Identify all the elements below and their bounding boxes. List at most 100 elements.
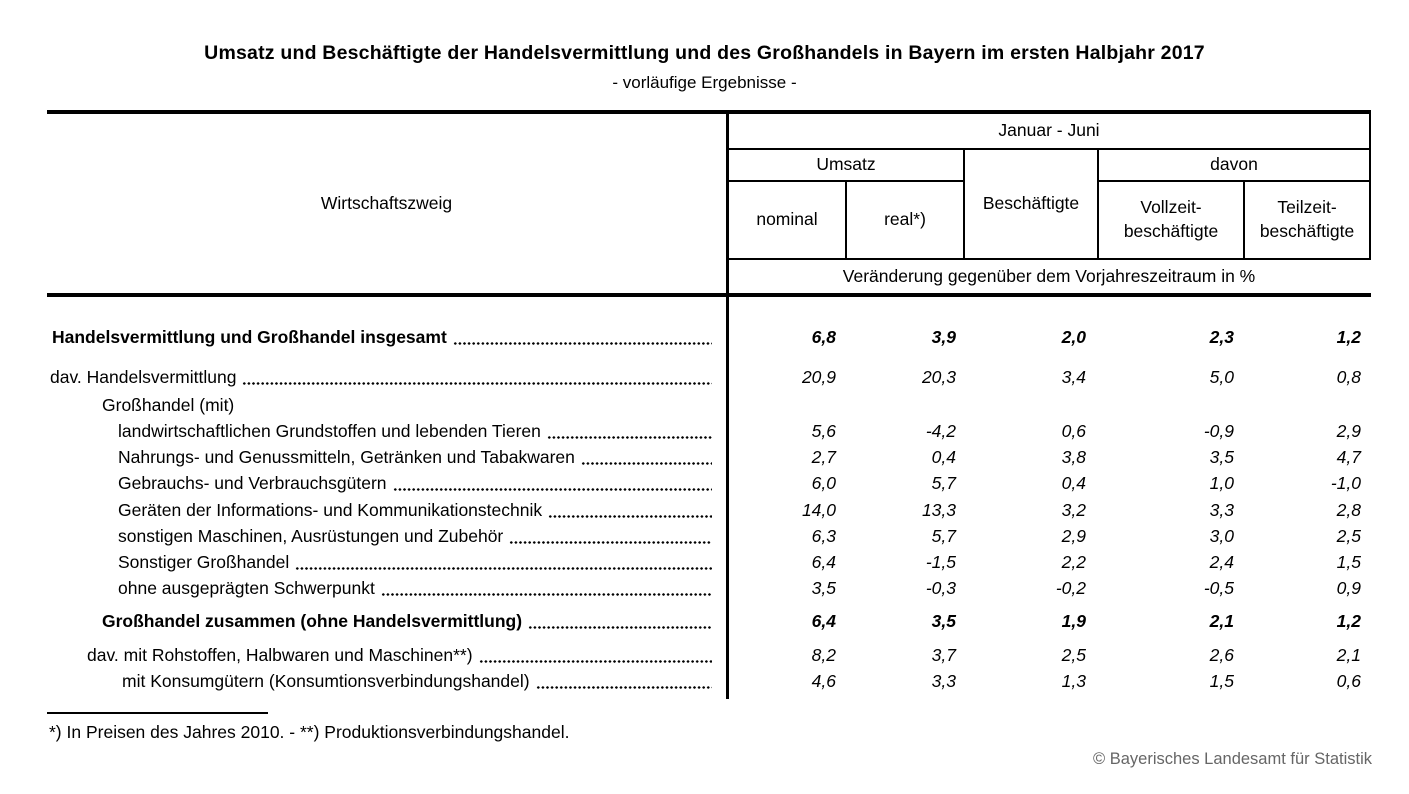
header-real: real*) <box>884 209 926 230</box>
value-beschaeftigte: 2,2 <box>1061 552 1086 572</box>
dot-leader <box>580 462 712 465</box>
statistics-table: Wirtschaftszweig Januar - Juni Umsatz Be… <box>47 110 1371 700</box>
value-nominal: 2,7 <box>811 447 836 467</box>
value-nominal: 6,3 <box>811 526 836 546</box>
rule-umsatz-beschaeftigte <box>963 148 965 260</box>
table-row: sonstigen Maschinen, Ausrüstungen und Zu… <box>47 523 1371 550</box>
value-beschaeftigte: 2,9 <box>1061 526 1086 546</box>
rule-under-period <box>726 148 1371 150</box>
header-januar-juni: Januar - Juni <box>998 120 1100 141</box>
dot-leader <box>509 541 712 544</box>
table-row: Großhandel zusammen (ohne Handelsvermitt… <box>47 608 1371 635</box>
value-vollzeitbeschaeftigte: -0,9 <box>1203 421 1234 441</box>
row-label: Großhandel (mit) <box>102 395 235 415</box>
dot-leader <box>546 436 712 439</box>
dot-leader <box>452 342 712 345</box>
rule-vollzeit-teilzeit <box>1243 180 1245 260</box>
value-real: 3,3 <box>931 671 956 691</box>
dot-leader <box>535 686 712 689</box>
rule-under-columns <box>726 258 1371 260</box>
value-real: 0,4 <box>931 447 956 467</box>
stub-divider-rule <box>726 110 729 699</box>
value-teilzeitbeschaeftigte: 0,9 <box>1336 578 1361 598</box>
row-label: Sonstiger Großhandel <box>118 552 290 572</box>
dot-leader <box>548 515 712 518</box>
table-row: mit Konsumgütern (Konsumtionsverbindungs… <box>47 668 1371 695</box>
value-real: 20,3 <box>921 367 956 387</box>
value-teilzeitbeschaeftigte: 1,2 <box>1336 611 1361 631</box>
header-teilzeitbeschaeftigte: Teilzeit- beschäftigte <box>1245 182 1369 258</box>
value-beschaeftigte: 0,6 <box>1061 421 1086 441</box>
value-real: 3,9 <box>931 327 956 347</box>
table-row: Geräten der Informations- und Kommunikat… <box>47 497 1371 524</box>
value-nominal: 8,2 <box>811 645 836 665</box>
value-nominal: 5,6 <box>811 421 836 441</box>
value-nominal: 4,6 <box>811 671 836 691</box>
table-row: Gebrauchs- und Verbrauchsgütern 6,0 5,7 … <box>47 470 1371 497</box>
row-label: mit Konsumgütern (Konsumtionsverbindungs… <box>122 671 530 691</box>
header-bottom-rule <box>47 293 1371 297</box>
value-teilzeitbeschaeftigte: 0,6 <box>1336 671 1361 691</box>
table-row: Nahrungs- und Genussmitteln, Getränken u… <box>47 444 1371 471</box>
dot-leader <box>380 593 712 596</box>
value-teilzeitbeschaeftigte: 1,2 <box>1336 327 1361 347</box>
dot-leader <box>528 626 712 629</box>
row-label: dav. Handelsvermittlung <box>50 367 237 387</box>
dot-leader <box>392 488 712 491</box>
rule-under-davon <box>1097 180 1371 182</box>
footnote-text: *) In Preisen des Jahres 2010. - **) Pro… <box>49 722 570 742</box>
table-row: dav. mit Rohstoffen, Halbwaren und Masch… <box>47 642 1371 669</box>
dot-leader <box>242 382 712 385</box>
value-teilzeitbeschaeftigte: 1,5 <box>1336 552 1361 572</box>
value-nominal: 14,0 <box>801 500 836 520</box>
header-vollzeitbeschaeftigte: Vollzeit- beschäftigte <box>1099 182 1243 258</box>
rule-nominal-real <box>845 180 847 260</box>
value-teilzeitbeschaeftigte: 2,9 <box>1336 421 1361 441</box>
value-teilzeitbeschaeftigte: 2,5 <box>1336 526 1361 546</box>
value-vollzeitbeschaeftigte: 2,4 <box>1209 552 1234 572</box>
header-umsatz: Umsatz <box>816 154 876 175</box>
header-beschaeftigte: Beschäftigte <box>982 193 1080 214</box>
table-row: Handelsvermittlung und Großhandel insges… <box>47 324 1371 351</box>
value-beschaeftigte: 3,8 <box>1061 447 1086 467</box>
value-beschaeftigte: 1,3 <box>1061 671 1086 691</box>
row-label: Handelsvermittlung und Großhandel insges… <box>52 327 447 347</box>
copyright-text: © Bayerisches Landesamt für Statistik <box>1092 750 1372 768</box>
table-row: Großhandel (mit) <box>47 392 1371 419</box>
table-top-rule <box>47 110 1371 114</box>
header-vollzeit-line2: beschäftigte <box>1123 221 1219 241</box>
value-real: 5,7 <box>931 473 956 493</box>
dot-leader <box>478 660 712 663</box>
row-label: Nahrungs- und Genussmitteln, Getränken u… <box>118 447 575 467</box>
row-label: dav. mit Rohstoffen, Halbwaren und Masch… <box>87 645 473 665</box>
value-real: -4,2 <box>925 421 956 441</box>
page-subtitle: - vorläufige Ergebnisse - <box>612 73 797 92</box>
rule-beschaeftigte-davon <box>1097 148 1099 260</box>
value-beschaeftigte: 3,2 <box>1061 500 1086 520</box>
value-teilzeitbeschaeftigte: 2,8 <box>1336 500 1361 520</box>
value-nominal: 6,4 <box>811 611 836 631</box>
value-real: -1,5 <box>925 552 956 572</box>
header-wirtschaftszweig: Wirtschaftszweig <box>320 192 453 213</box>
header-teilzeit-line1: Teilzeit- <box>1277 197 1337 218</box>
value-beschaeftigte: 3,4 <box>1061 367 1086 387</box>
table-row: ohne ausgeprägten Schwerpunkt 3,5 -0,3 -… <box>47 575 1371 602</box>
value-teilzeitbeschaeftigte: 2,1 <box>1336 645 1361 665</box>
value-beschaeftigte: 0,4 <box>1061 473 1086 493</box>
value-nominal: 6,4 <box>811 552 836 572</box>
row-label: ohne ausgeprägten Schwerpunkt <box>118 578 375 598</box>
value-nominal: 6,0 <box>811 473 836 493</box>
footnote-rule <box>47 712 268 714</box>
value-nominal: 20,9 <box>801 367 836 387</box>
value-teilzeitbeschaeftigte: 4,7 <box>1336 447 1361 467</box>
table-row: Sonstiger Großhandel 6,4 -1,5 2,2 2,4 1,… <box>47 549 1371 576</box>
value-real: -0,3 <box>925 578 956 598</box>
value-real: 3,5 <box>931 611 956 631</box>
value-vollzeitbeschaeftigte: 2,3 <box>1209 327 1234 347</box>
value-nominal: 6,8 <box>811 327 836 347</box>
value-real: 3,7 <box>931 645 956 665</box>
value-vollzeitbeschaeftigte: 1,5 <box>1209 671 1234 691</box>
value-vollzeitbeschaeftigte: -0,5 <box>1203 578 1234 598</box>
header-teilzeit-line2: beschäftigte <box>1259 221 1355 241</box>
header-nominal: nominal <box>756 209 818 230</box>
